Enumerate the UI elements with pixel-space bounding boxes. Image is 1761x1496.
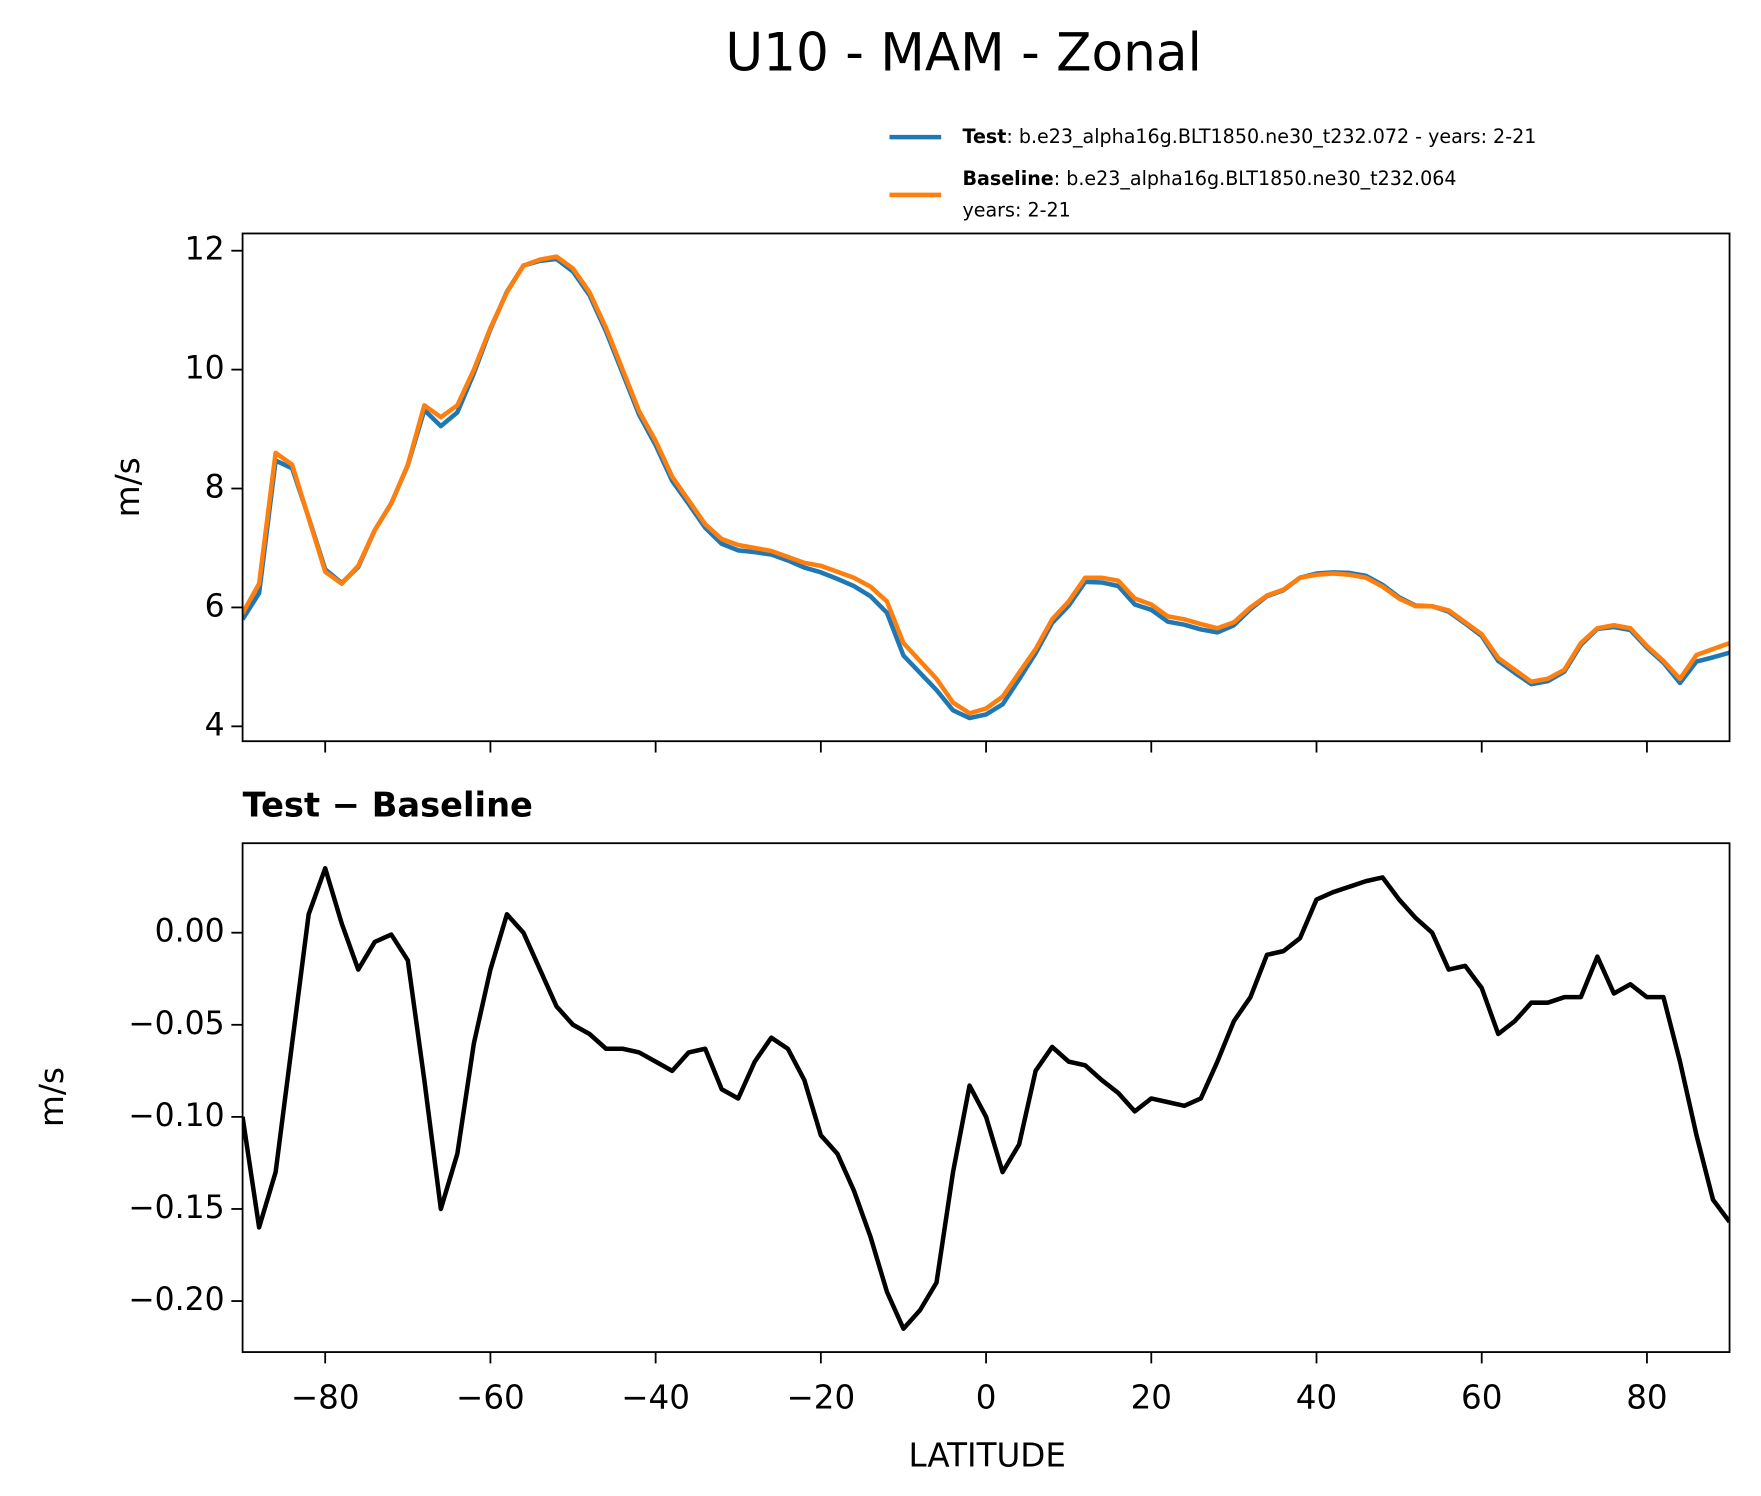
y-tick-label: 0.00 xyxy=(155,914,225,950)
y-axis-label: m/s xyxy=(109,457,147,517)
data-line xyxy=(242,865,1730,1331)
y-tick-label: −0.10 xyxy=(128,1098,224,1134)
legend-entry: Baseline: b.e23_alpha16g.BLT1850.ne30_t2… xyxy=(962,167,1456,190)
x-tick-label: −60 xyxy=(456,1379,525,1417)
x-tick-label: 0 xyxy=(976,1379,997,1417)
x-tick-label: 80 xyxy=(1626,1379,1667,1417)
axes-frame xyxy=(241,842,1731,1353)
y-tick-label: −0.15 xyxy=(128,1190,224,1226)
panel-title: Test − Baseline xyxy=(243,785,533,824)
x-tick-label: −40 xyxy=(621,1379,690,1417)
figure-title: U10 - MAM - Zonal xyxy=(725,24,1202,84)
y-tick-label: 4 xyxy=(205,707,225,743)
legend-detail: years: 2-21 xyxy=(962,198,1070,221)
data-line xyxy=(242,254,1730,716)
legend-name: Test xyxy=(962,125,1006,148)
y-tick-label: 10 xyxy=(185,351,225,387)
x-axis-label: LATITUDE xyxy=(908,1436,1065,1474)
y-tick-label: −0.05 xyxy=(128,1006,224,1042)
x-tick-label: 20 xyxy=(1131,1379,1172,1417)
legend-detail: : b.e23_alpha16g.BLT1850.ne30_t232.064 xyxy=(1054,167,1457,190)
data-line xyxy=(242,256,1730,721)
y-tick-label: 8 xyxy=(205,469,225,505)
y-tick-label: −0.20 xyxy=(128,1282,224,1318)
x-tick-label: −80 xyxy=(291,1379,360,1417)
legend-name: Baseline xyxy=(962,167,1053,190)
y-tick-label: 6 xyxy=(205,588,225,624)
legend-detail: : b.e23_alpha16g.BLT1850.ne30_t232.072 -… xyxy=(1006,125,1536,148)
y-tick-label: 12 xyxy=(185,232,225,268)
y-axis-label: m/s xyxy=(33,1067,71,1127)
x-tick-label: 40 xyxy=(1296,1379,1337,1417)
x-tick-label: −20 xyxy=(787,1379,856,1417)
legend: Test: b.e23_alpha16g.BLT1850.ne30_t232.0… xyxy=(889,125,1536,221)
legend-entry: Test: b.e23_alpha16g.BLT1850.ne30_t232.0… xyxy=(962,125,1536,148)
axes-frame xyxy=(241,232,1731,743)
x-tick-label: 60 xyxy=(1461,1379,1502,1417)
